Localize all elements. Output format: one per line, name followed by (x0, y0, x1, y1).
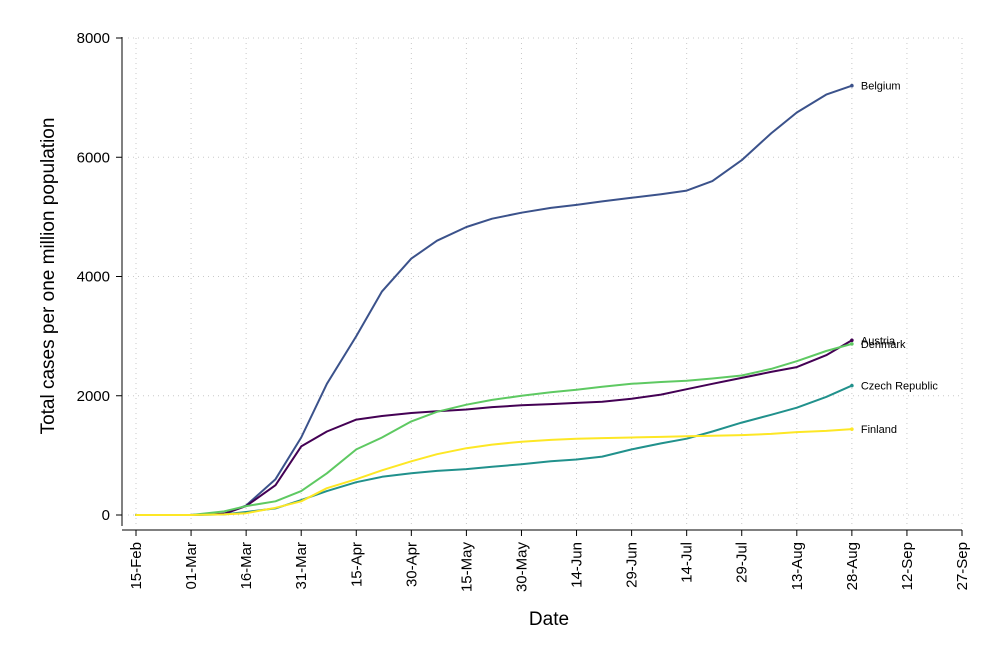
series-label-belgium: Belgium (861, 81, 901, 93)
y-tick-label: 2000 (77, 388, 110, 405)
series-lines (135, 83, 854, 516)
y-tick-label: 8000 (77, 30, 110, 47)
series-line-finland (135, 428, 853, 516)
series-end-marker-finland (850, 427, 854, 431)
series-line-austria (135, 339, 853, 516)
series-line-czech-republic (135, 384, 853, 516)
series-label-czech-republic: Czech Republic (861, 381, 939, 393)
x-tick-label: 27-Sep (954, 542, 971, 590)
x-tick-label: 14-Jul (679, 542, 696, 583)
y-axis-ticks: 0 2000 4000 6000 8000 (77, 30, 122, 524)
x-tick-label: 29-Jul (734, 542, 751, 583)
series-line-denmark (135, 342, 853, 516)
series-label-austria: Austria (861, 335, 896, 347)
x-axis-title: Date (529, 609, 569, 630)
x-tick-label: 30-May (513, 542, 530, 593)
x-tick-label: 01-Mar (183, 542, 200, 590)
x-tick-label: 30-Apr (403, 542, 420, 587)
x-tick-label: 31-Mar (293, 542, 310, 590)
axes (121, 37, 962, 531)
x-tick-label: 29-Jun (624, 542, 641, 588)
x-tick-label: 13-Aug (789, 542, 806, 590)
series-end-marker-denmark (850, 342, 854, 346)
x-tick-label: 16-Mar (238, 542, 255, 590)
series-end-marker-czech-republic (850, 383, 854, 388)
x-tick-label: 12-Sep (899, 542, 916, 590)
y-tick-label: 6000 (77, 149, 110, 166)
series-end-marker-austria (850, 338, 854, 343)
x-tick-label: 14-Jun (569, 542, 586, 588)
series-label-denmark: Denmark (861, 339, 906, 351)
x-axis-ticks: 15-Feb 01-Mar 16-Mar 31-Mar 15-Apr 30-Apr 15-M… (128, 530, 971, 592)
gridlines (128, 37, 963, 526)
y-tick-label: 0 (102, 507, 110, 524)
series-label-finland: Finland (861, 424, 897, 436)
y-tick-label: 4000 (77, 269, 110, 286)
x-tick-label: 28-Aug (844, 542, 861, 590)
x-tick-label: 15-Feb (128, 542, 145, 590)
series-line-belgium (135, 84, 853, 516)
x-tick-label: 15-May (458, 542, 475, 593)
series-end-marker-belgium (850, 83, 854, 88)
x-tick-label: 15-Apr (348, 542, 365, 587)
y-axis-title: Total cases per one million population (38, 118, 59, 435)
